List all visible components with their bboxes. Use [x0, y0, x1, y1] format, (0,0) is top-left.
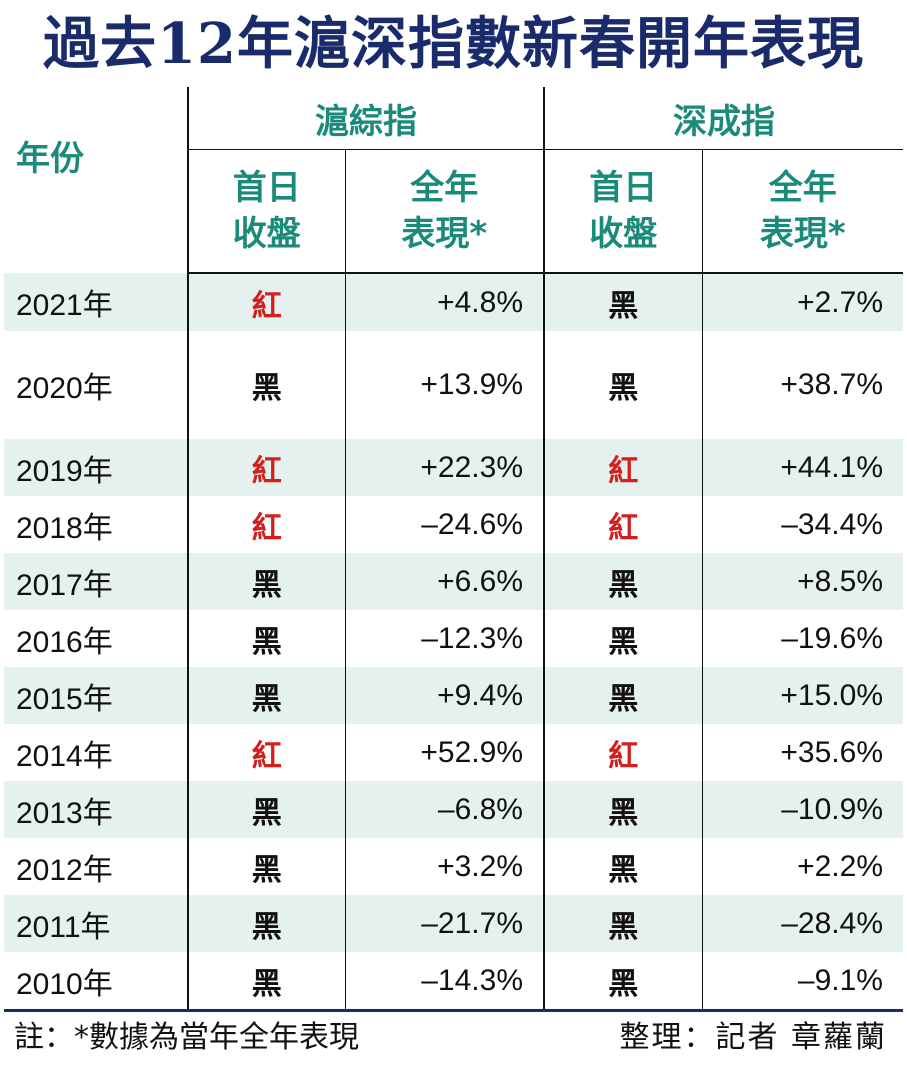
page-title: 過去12年滬深指數新春開年表現: [43, 11, 864, 77]
sh-first-day-line1: 首日: [232, 168, 301, 208]
year-cell: 2019年: [4, 439, 189, 496]
year-cell: 2010年: [4, 952, 189, 1009]
sz-full-year-cell: –10.9%: [702, 781, 903, 838]
sz-full-year-cell: –34.4%: [781, 507, 883, 541]
sz-first-day-cell: 黑: [544, 952, 703, 1009]
table-row: 2015年黑 +9.4% 黑 +15.0%: [4, 667, 903, 724]
year-cell: 2020年: [4, 331, 189, 439]
table-row: 2013年黑 –6.8% 黑 –10.9%: [4, 781, 903, 838]
table-row: 2018年紅 –24.6% 紅 –34.4%: [4, 496, 903, 553]
sz-full-year-cell: +8.5%: [702, 553, 903, 610]
table-row: 2011年黑 –21.7% 黑 –28.4%: [4, 895, 903, 952]
table-row: 2019年紅 +22.3% 紅 +44.1%: [4, 439, 903, 496]
sz-first-day-cell: 黑: [544, 553, 703, 610]
sz-first-day-cell: 黑: [544, 610, 703, 667]
sh-full-year-cell: –6.8%: [345, 781, 545, 838]
sz-first-day-cell: 紅: [544, 439, 703, 496]
sh-full-year-cell: +4.8%: [345, 273, 545, 331]
sh-first-day-cell: 紅: [188, 273, 346, 331]
year-cell: 2013年: [4, 781, 189, 838]
sz-full-year-cell: –9.1%: [797, 963, 883, 997]
table-row: 2016年黑 –12.3% 黑 –19.6%: [4, 610, 903, 667]
sh-first-day-cell: 黑: [188, 553, 346, 610]
year-cell: 2016年: [4, 610, 189, 667]
sz-full-year-cell: +44.1%: [702, 439, 903, 496]
sh-full-year-line2: 表現*: [401, 214, 488, 254]
sz-first-day-line2: 收盤: [589, 214, 658, 254]
table-row: 2020年黑 +13.9% 黑 +38.7%: [4, 331, 903, 439]
table-row: 2021年紅 +4.8% 黑 +2.7%: [4, 273, 903, 331]
shanghai-composite-header: 滬綜指: [188, 87, 545, 150]
data-table: 年份 滬綜指 深成指 首日 收盤 全年 表現* 首日 收盤 全年 表現* 202…: [4, 87, 903, 1009]
sz-full-year-header: 全年 表現*: [702, 149, 903, 274]
sh-first-day-cell: 紅: [188, 724, 346, 781]
sh-full-year-cell: +6.6%: [345, 553, 545, 610]
year-column-header: 年份: [4, 87, 189, 273]
sh-full-year-cell: +13.9%: [345, 331, 545, 439]
sh-first-day-cell: 紅: [188, 496, 346, 553]
sh-full-year-cell: +22.3%: [345, 439, 545, 496]
sz-full-year-line1: 全年: [768, 168, 837, 208]
sz-full-year-cell: +35.6%: [780, 735, 883, 769]
sz-first-day-cell: 黑: [544, 331, 703, 439]
sh-full-year-line1: 全年: [410, 168, 479, 208]
table-row: 2014年紅 +52.9% 紅 +35.6%: [4, 724, 903, 781]
sh-first-day-cell: 黑: [188, 952, 346, 1009]
sh-full-year-cell: +3.2%: [345, 838, 545, 895]
sz-full-year-line2: 表現*: [759, 214, 846, 254]
year-cell: 2018年: [4, 496, 189, 553]
sh-full-year-cell: +9.4%: [345, 667, 545, 724]
sh-full-year-cell: –21.7%: [345, 895, 545, 952]
sz-first-day-cell: 黑: [544, 667, 703, 724]
footer-rule: [4, 1009, 903, 1012]
sz-first-day-cell: 黑: [544, 838, 703, 895]
sz-first-day-cell: 紅: [544, 724, 703, 781]
shenzhen-component-header: 深成指: [544, 87, 903, 150]
sh-first-day-cell: 黑: [188, 838, 346, 895]
year-cell: 2011年: [4, 895, 189, 952]
sh-first-day-cell: 黑: [188, 781, 346, 838]
credit-line: 整理：記者 章蘿蘭: [619, 1020, 887, 1055]
sh-full-year-cell: +52.9%: [345, 724, 545, 781]
year-cell: 2017年: [4, 553, 189, 610]
year-cell: 2021年: [4, 273, 189, 331]
sz-full-year-cell: +38.7%: [780, 368, 883, 401]
sz-full-year-cell: +2.2%: [797, 849, 883, 883]
sz-full-year-cell: +15.0%: [702, 667, 903, 724]
sh-first-day-cell: 黑: [188, 667, 346, 724]
sh-full-year-cell: –24.6%: [345, 496, 545, 553]
sh-full-year-header: 全年 表現*: [345, 149, 545, 274]
footnote: 註：*數據為當年全年表現: [14, 1020, 359, 1055]
sh-first-day-close-header: 首日 收盤: [188, 149, 346, 274]
sz-full-year-cell: –28.4%: [702, 895, 903, 952]
year-cell: 2012年: [4, 838, 189, 895]
sz-first-day-line1: 首日: [589, 168, 658, 208]
table-body: 2021年紅 +4.8% 黑 +2.7% 2020年黑 +13.9% 黑 +38.7% 2019…: [4, 273, 903, 1009]
sh-first-day-line2: 收盤: [232, 214, 301, 254]
year-cell: 2015年: [4, 667, 189, 724]
sz-first-day-cell: 黑: [544, 895, 703, 952]
sz-first-day-close-header: 首日 收盤: [544, 149, 703, 274]
sh-first-day-cell: 黑: [188, 331, 346, 439]
sh-first-day-cell: 黑: [188, 610, 346, 667]
sh-first-day-cell: 紅: [188, 439, 346, 496]
sh-first-day-cell: 黑: [188, 895, 346, 952]
sz-first-day-cell: 紅: [544, 496, 703, 553]
sz-first-day-cell: 黑: [544, 781, 703, 838]
sh-full-year-cell: –14.3%: [345, 952, 545, 1009]
table-row: 2012年黑 +3.2% 黑 +2.2%: [4, 838, 903, 895]
table-row: 2017年黑 +6.6% 黑 +8.5%: [4, 553, 903, 610]
table-row: 2010年黑 –14.3% 黑 –9.1%: [4, 952, 903, 1009]
sz-first-day-cell: 黑: [544, 273, 703, 331]
year-cell: 2014年: [4, 724, 189, 781]
sz-full-year-cell: +2.7%: [702, 273, 903, 331]
sz-full-year-cell: –19.6%: [781, 621, 883, 655]
sh-full-year-cell: –12.3%: [345, 610, 545, 667]
